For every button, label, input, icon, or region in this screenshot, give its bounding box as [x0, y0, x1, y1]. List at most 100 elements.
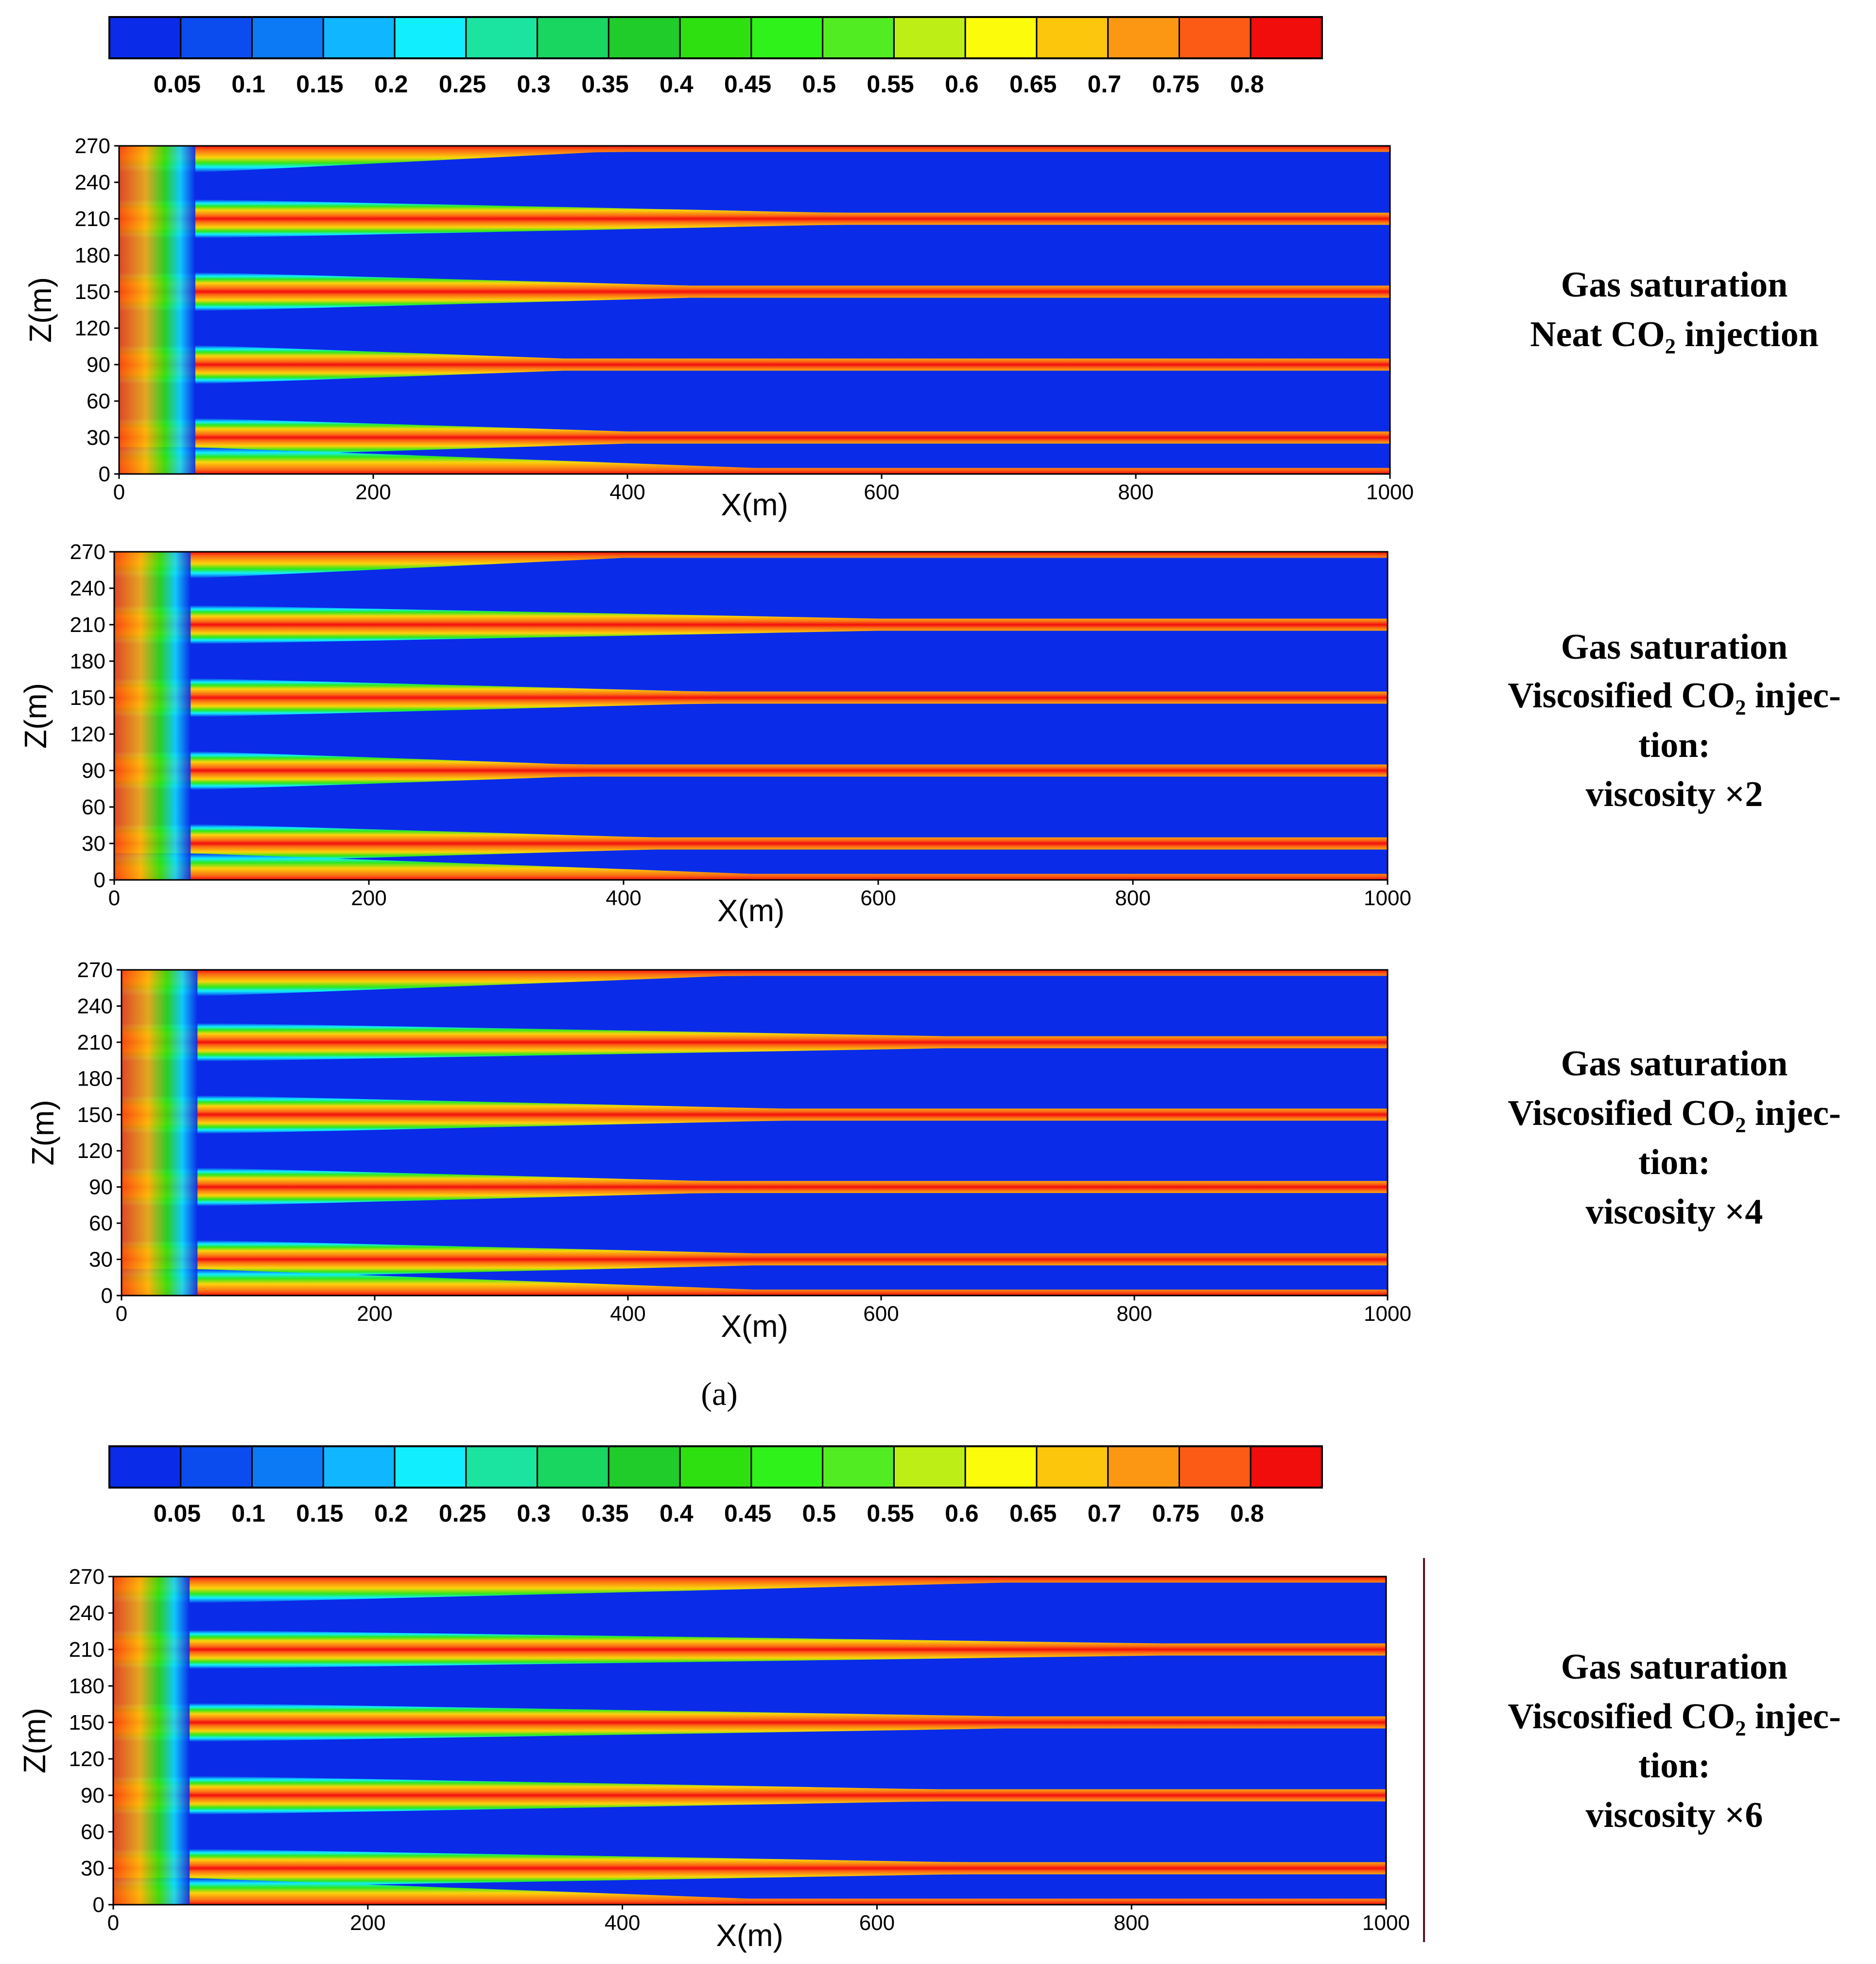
- y-tick-label: 90: [81, 1784, 104, 1807]
- y-tick-label: 210: [70, 613, 105, 637]
- panel-annotation-line: Gas saturation: [1561, 1044, 1788, 1084]
- y-tick-label: 120: [70, 722, 105, 746]
- panel-annotation-line: Gas saturation: [1561, 265, 1788, 305]
- colorbar-frame: [108, 1445, 1323, 1489]
- heatmap-panel: 0 200 400 600 800 1000 0 30 60 90 120 150 180 210 240 2…: [23, 134, 1414, 522]
- colorbar-swatch: [750, 1445, 824, 1489]
- colorbar-tick-label: 0.4: [660, 1500, 694, 1527]
- x-tick-label: 600: [860, 886, 896, 910]
- panel-annotation-line: Viscosified CO₂ injec-: [1508, 1093, 1841, 1133]
- y-tick-label: 240: [69, 1601, 104, 1625]
- x-tick-label: 800: [1115, 886, 1150, 910]
- saturation-band: [113, 1703, 1386, 1742]
- colorbar-swatch: [822, 1445, 895, 1489]
- x-tick-label: 600: [859, 1911, 895, 1935]
- colorbar-swatch: [893, 16, 966, 59]
- saturation-band: [114, 751, 1388, 790]
- y-tick-label: 60: [89, 1211, 113, 1235]
- y-tick-label: 90: [82, 759, 105, 783]
- saturation-band: [122, 1269, 1388, 1296]
- colorbar-tick-label: 0.35: [581, 1500, 628, 1527]
- saturation-band: [113, 1577, 1386, 1603]
- colorbar-tick-label: 0.45: [724, 1500, 771, 1527]
- colorbar-tick-label: 0.55: [867, 1500, 914, 1527]
- heatmap-panel: 0 200 400 600 800 1000 0 30 60 90 120 150 180 210 240 2…: [17, 1565, 1410, 1953]
- y-tick-label: 210: [77, 1031, 113, 1054]
- colorbar-swatch: [1107, 16, 1180, 59]
- x-tick-label: 0: [108, 886, 120, 910]
- x-tick-label: 0: [113, 480, 125, 504]
- y-tick-label: 180: [69, 1674, 104, 1698]
- colorbar-swatch: [394, 1445, 467, 1489]
- colorbar-tick-label: 0.15: [296, 1500, 343, 1527]
- colorbar-swatch: [1036, 1445, 1109, 1489]
- x-axis-label: X(m): [721, 1309, 788, 1344]
- colorbar-tick-label: 0.45: [724, 70, 771, 98]
- y-tick-label: 210: [69, 1638, 104, 1662]
- y-tick-label: 90: [87, 353, 110, 377]
- colorbar-swatch: [1250, 1445, 1323, 1489]
- colorbar-tick-label: 0.05: [154, 1500, 201, 1527]
- y-tick-label: 0: [94, 868, 105, 892]
- y-tick-label: 270: [69, 1565, 104, 1589]
- x-tick-label: 200: [350, 1911, 385, 1935]
- saturation-band: [114, 605, 1388, 644]
- panel-annotation-line: Viscosified CO₂ injec-: [1508, 1697, 1841, 1736]
- colorbar-tick-label: 0.7: [1088, 1500, 1122, 1527]
- saturation-band: [122, 1023, 1388, 1062]
- x-tick-label: 600: [864, 480, 899, 504]
- colorbar-tick-label: 0.6: [945, 1500, 979, 1527]
- injection-zone: [113, 1577, 190, 1905]
- colorbar-tick-label: 0.2: [374, 1500, 408, 1527]
- colorbar-swatch: [964, 16, 1038, 59]
- x-tick-label: 0: [116, 1302, 127, 1326]
- panel-annotation-line: Viscosified CO₂ injec-: [1508, 676, 1841, 716]
- panel-annotation-line: Gas saturation: [1561, 627, 1788, 667]
- colorbar-tick-label: 0.2: [374, 70, 408, 98]
- x-tick-label: 200: [351, 886, 386, 910]
- injection-zone: [114, 552, 191, 880]
- colorbar-swatch: [679, 1445, 752, 1489]
- y-tick-label: 0: [101, 1284, 113, 1308]
- saturation-band: [114, 678, 1388, 717]
- heatmap-panel: 0 200 400 600 800 1000 0 30 60 90 120 150 180 210 240 2…: [25, 958, 1411, 1344]
- colorbar-tick-label: 0.7: [1088, 70, 1122, 98]
- colorbar-tick-label: 0.25: [439, 1500, 486, 1527]
- colorbar-swatch: [1250, 16, 1323, 59]
- saturation-band: [119, 447, 1390, 474]
- colorbar-swatch: [322, 16, 396, 59]
- saturation-band: [119, 345, 1390, 384]
- saturation-band: [113, 1878, 1386, 1905]
- y-tick-label: 270: [75, 134, 110, 158]
- colorbar-tick-label: 0.1: [231, 70, 265, 98]
- y-tick-label: 0: [99, 462, 110, 486]
- colorbar-swatch: [893, 1445, 966, 1489]
- colorbar-tick-label: 0.55: [867, 70, 914, 98]
- y-tick-label: 240: [77, 994, 113, 1018]
- colorbar-tick-label: 0.15: [296, 70, 343, 98]
- x-tick-label: 400: [605, 1911, 640, 1935]
- colorbar-swatch: [537, 16, 609, 59]
- panel-annotation-line: viscosity ×2: [1586, 774, 1763, 814]
- colorbar-swatch: [394, 16, 467, 59]
- colorbar-tick-label: 0.8: [1230, 70, 1264, 98]
- saturation-band: [122, 1168, 1388, 1207]
- colorbar-swatch: [322, 1445, 396, 1489]
- x-axis-label: X(m): [721, 487, 788, 522]
- x-tick-label: 200: [355, 480, 391, 504]
- x-axis-label: X(m): [716, 1918, 783, 1953]
- x-tick-label: 800: [1113, 1911, 1149, 1935]
- colorbar-tick-label: 0.3: [517, 70, 551, 98]
- heatmap-background: [114, 552, 1388, 880]
- y-tick-label: 150: [69, 1711, 104, 1735]
- colorbar-swatch: [537, 1445, 609, 1489]
- plot-frame: [121, 969, 1389, 1297]
- x-tick-label: 800: [1116, 1302, 1152, 1326]
- saturation-band: [122, 970, 1388, 997]
- y-tick-label: 120: [69, 1747, 104, 1771]
- plot-frame: [113, 551, 1389, 881]
- colorbar-tick-label: 0.75: [1152, 70, 1199, 98]
- colorbar-tick-label: 0.65: [1009, 70, 1057, 98]
- y-tick-label: 150: [77, 1103, 113, 1127]
- x-tick-label: 600: [863, 1302, 899, 1326]
